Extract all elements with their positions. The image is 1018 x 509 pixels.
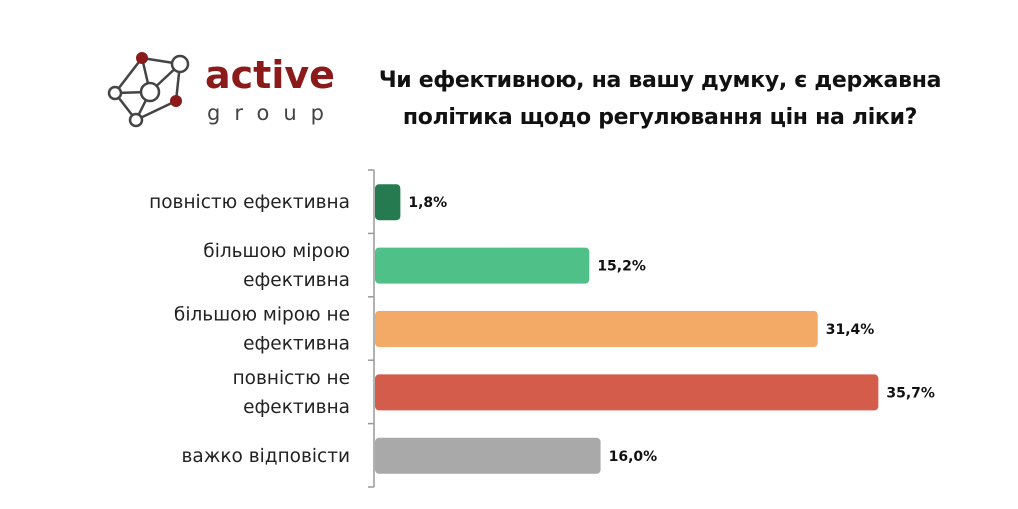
chart-title: Чи ефективною, на вашу думку, є державна…	[378, 68, 942, 130]
category-label: ефективна	[243, 397, 350, 418]
bar	[375, 311, 818, 347]
bar	[375, 374, 879, 411]
bar	[375, 437, 601, 474]
category-label: важко відповісти	[181, 446, 350, 467]
data-label: 15,2%	[597, 259, 646, 275]
data-label: 31,4%	[826, 322, 875, 338]
category-label: ефективна	[243, 334, 350, 355]
data-label: 1,8%	[408, 195, 447, 211]
logo-text-sub: group	[207, 101, 338, 125]
category-label: ефективна	[243, 270, 350, 291]
bar	[375, 184, 401, 221]
category-label: повністю ефективна	[149, 192, 350, 213]
data-label: 16,0%	[609, 449, 658, 465]
data-label: 35,7%	[886, 385, 935, 401]
bar	[375, 247, 590, 284]
logo-text-main: active	[205, 53, 335, 97]
active-group-logo: active group	[107, 52, 338, 128]
category-label: більшою мірою	[203, 241, 350, 262]
category-label: повністю не	[233, 368, 350, 389]
category-label: більшою мірою не	[174, 305, 350, 326]
